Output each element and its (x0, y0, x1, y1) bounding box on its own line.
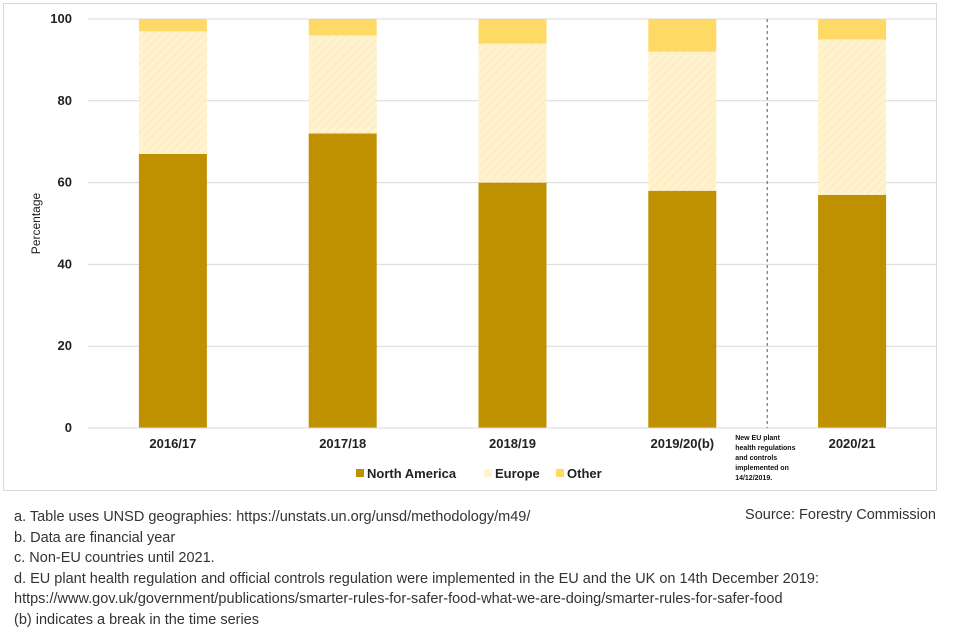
bar-other-2017-18 (308, 19, 377, 36)
bar-north-america-2019-20-b- (648, 190, 717, 428)
legend-label-north-america: North America (367, 466, 457, 481)
y-tick-label: 100 (50, 11, 72, 26)
break-note-line: health regulations (735, 445, 795, 452)
x-tick-label: 2016/17 (149, 436, 196, 451)
legend-label-other: Other (567, 466, 602, 481)
bar-europe-2018-19 (478, 43, 547, 183)
legend: North America Europe Other (356, 466, 602, 481)
break-note-line: and controls (735, 455, 777, 462)
bar-europe-2016-17 (138, 31, 207, 154)
bar-north-america-2016-17 (138, 153, 207, 428)
chart-frame (3, 3, 937, 491)
bar-north-america-2017-18 (308, 133, 377, 428)
x-tick-label: 2018/19 (489, 436, 536, 451)
footnote-c: c. Non-EU countries until 2021. (14, 550, 215, 567)
source-credit: Source: Forestry Commission (745, 507, 936, 523)
y-tick-label: 20 (58, 338, 72, 353)
bar-north-america-2020-21 (818, 194, 887, 428)
legend-swatch-north-america (356, 469, 364, 477)
break-annotation: New EU plant health regulations and contro… (735, 435, 795, 482)
footnote-d-link: https://www.gov.uk/government/publicatio… (14, 591, 783, 608)
break-note-line: 14/12/2019. (735, 475, 772, 482)
footnote-break: (b) indicates a break in the time series (14, 611, 259, 628)
bar-europe-2017-18 (308, 35, 377, 134)
break-note-line: New EU plant (735, 435, 780, 442)
legend-swatch-europe (484, 469, 492, 477)
x-axis-ticks: 2016/17 2017/18 2018/19 2019/20(b) 2020/21 (149, 436, 875, 451)
y-tick-label: 0 (65, 420, 72, 435)
bar-other-2020-21 (818, 19, 887, 40)
break-note-line: implemented on (735, 465, 789, 472)
y-tick-label: 40 (58, 256, 72, 271)
bar-north-america-2018-19 (478, 182, 547, 428)
bar-other-2019-20-b- (648, 19, 717, 52)
footnote-b: b. Data are financial year (14, 529, 176, 546)
bars (138, 19, 887, 428)
x-tick-label: 2019/20(b) (651, 436, 715, 451)
x-tick-label: 2020/21 (829, 436, 876, 451)
footnote-d: d. EU plant health regulation and offici… (14, 570, 819, 587)
y-tick-label: 60 (58, 175, 72, 190)
footnote-a: a. Table uses UNSD geographies: https://… (14, 509, 531, 525)
legend-swatch-other (556, 469, 564, 477)
bar-other-2018-19 (478, 19, 547, 44)
x-tick-label: 2017/18 (319, 436, 366, 451)
y-axis-ticks: 0 20 40 60 80 100 (50, 11, 72, 435)
bar-other-2016-17 (138, 19, 207, 32)
y-tick-label: 80 (58, 93, 72, 108)
footnotes: a. Table uses UNSD geographies: https://… (14, 507, 944, 631)
legend-label-europe: Europe (495, 466, 540, 481)
bar-europe-2020-21 (818, 39, 887, 195)
bar-europe-2019-20-b- (648, 51, 717, 191)
y-axis-label: Percentage (29, 192, 43, 254)
